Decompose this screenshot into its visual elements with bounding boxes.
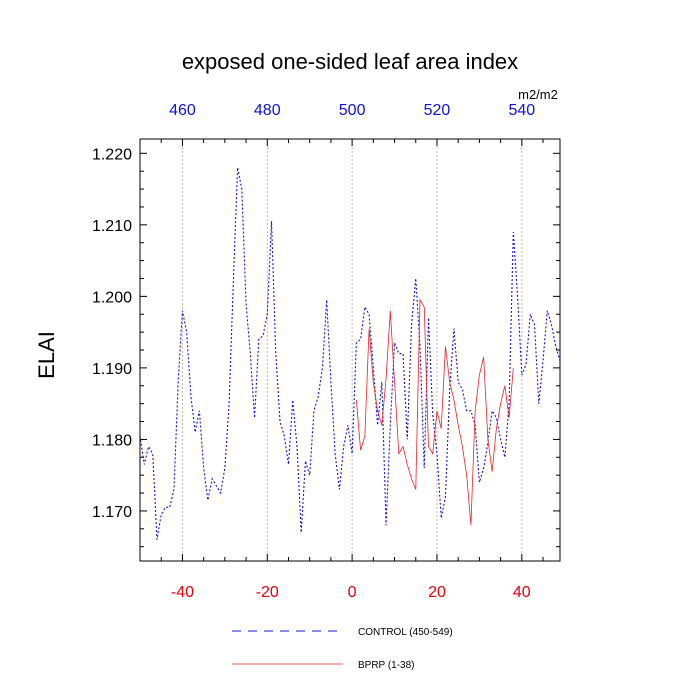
x-tick-label-top: 540 — [508, 102, 535, 119]
series-line-control — [139, 167, 561, 540]
legend: CONTROL (450-549) BPRP (1-38) — [232, 627, 453, 671]
tick-marks — [139, 139, 560, 561]
x-tick-labels-bottom: -40 -20 0 20 40 — [171, 584, 531, 601]
vertical-grid — [182, 139, 523, 561]
legend-label-control: CONTROL (450-549) — [358, 627, 453, 638]
x-tick-label-top: 460 — [169, 102, 196, 119]
x-tick-label-top: 520 — [424, 102, 451, 119]
y-tick-label: 1.200 — [92, 289, 132, 306]
series-line-bprp — [355, 298, 514, 526]
x-tick-label-bottom: 40 — [513, 584, 531, 601]
units-label: m2/m2 — [518, 87, 558, 102]
y-tick-label: 1.170 — [92, 504, 132, 521]
y-tick-label: 1.210 — [92, 218, 132, 235]
y-axis-label: ELAI — [34, 331, 59, 379]
x-tick-label-top: 500 — [339, 102, 366, 119]
x-tick-label-bottom: 20 — [428, 584, 446, 601]
y-tick-label: 1.220 — [92, 146, 132, 163]
y-tick-label: 1.190 — [92, 361, 132, 378]
x-tick-label-bottom: -20 — [256, 584, 279, 601]
x-tick-labels-top: 460 480 500 520 540 — [169, 102, 535, 119]
chart-title: exposed one-sided leaf area index — [182, 49, 518, 74]
legend-label-bprp: BPRP (1-38) — [358, 660, 415, 671]
x-tick-label-bottom: -40 — [171, 584, 194, 601]
x-tick-label-bottom: 0 — [348, 584, 357, 601]
plot-frame — [139, 138, 561, 562]
y-tick-labels: 1.170 1.180 1.190 1.200 1.210 1.220 — [92, 146, 132, 521]
y-tick-label: 1.180 — [92, 432, 132, 449]
x-tick-label-top: 480 — [254, 102, 281, 119]
series-layer — [139, 167, 561, 540]
